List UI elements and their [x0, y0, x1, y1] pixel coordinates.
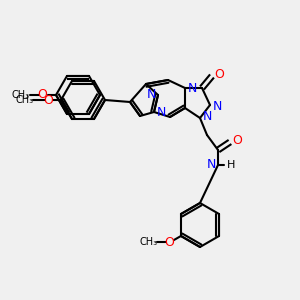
Text: CH₃: CH₃ [12, 90, 30, 100]
Text: O: O [214, 68, 224, 80]
Text: O: O [232, 134, 242, 146]
Text: N: N [206, 158, 216, 172]
Text: CH₃: CH₃ [16, 95, 34, 105]
Text: H: H [227, 160, 235, 170]
Text: CH₃: CH₃ [140, 237, 158, 247]
Text: N: N [202, 110, 212, 122]
Text: O: O [43, 94, 53, 106]
Text: N: N [156, 106, 166, 118]
Text: O: O [164, 236, 174, 248]
Text: N: N [212, 100, 222, 113]
Text: N: N [187, 82, 197, 94]
Text: N: N [146, 88, 156, 101]
Text: O: O [37, 88, 47, 101]
